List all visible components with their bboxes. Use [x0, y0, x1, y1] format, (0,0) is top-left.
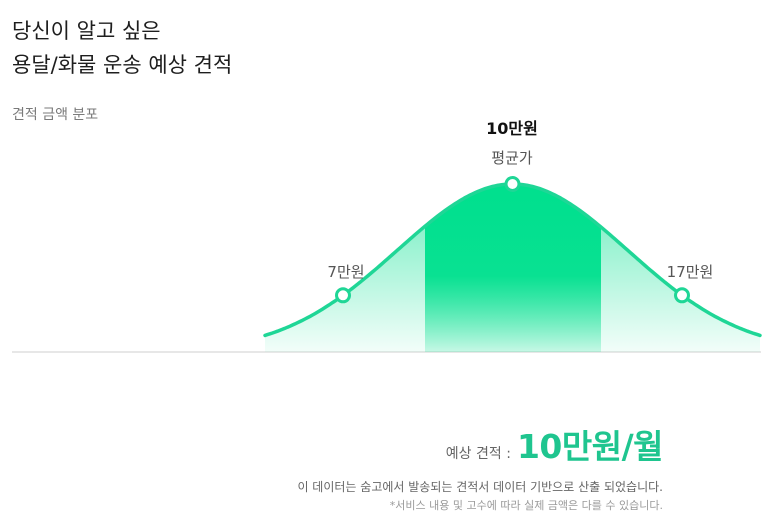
title-line-2: 용달/화물 운송 예상 견적 — [12, 53, 233, 77]
data-source-note: 이 데이터는 숨고에서 발송되는 견적서 데이터 기반으로 산출 되었습니다. — [297, 480, 663, 494]
disclaimer-note: *서비스 내용 및 고수에 따라 실제 금액은 다를 수 있습니다. — [389, 499, 663, 512]
marker-label-low: 7만원 — [327, 263, 364, 281]
page-title: 당신이 알고 싶은 용달/화물 운송 예상 견적 — [12, 14, 232, 82]
distribution-label: 견적 금액 분포 — [12, 107, 99, 123]
marker-dot-low — [335, 287, 351, 304]
marker-dot-average — [504, 176, 521, 192]
marker-dot-high — [674, 287, 690, 304]
marker-label-high: 17만원 — [667, 263, 714, 281]
price-distribution-chart: 7만원 10만원 평균가 17만원 — [12, 119, 762, 353]
title-line-1: 당신이 알고 싶은 — [12, 19, 161, 43]
estimate-label: 예상 견적 : — [445, 446, 511, 462]
marker-sublabel-average: 평균가 — [491, 149, 533, 167]
estimate-value: 10만원/월 — [516, 427, 664, 466]
estimate-row: 예상 견적 : 10만원/월 — [445, 420, 664, 468]
marker-label-average: 10만원 — [486, 119, 538, 138]
mid-area-fill — [425, 184, 601, 352]
